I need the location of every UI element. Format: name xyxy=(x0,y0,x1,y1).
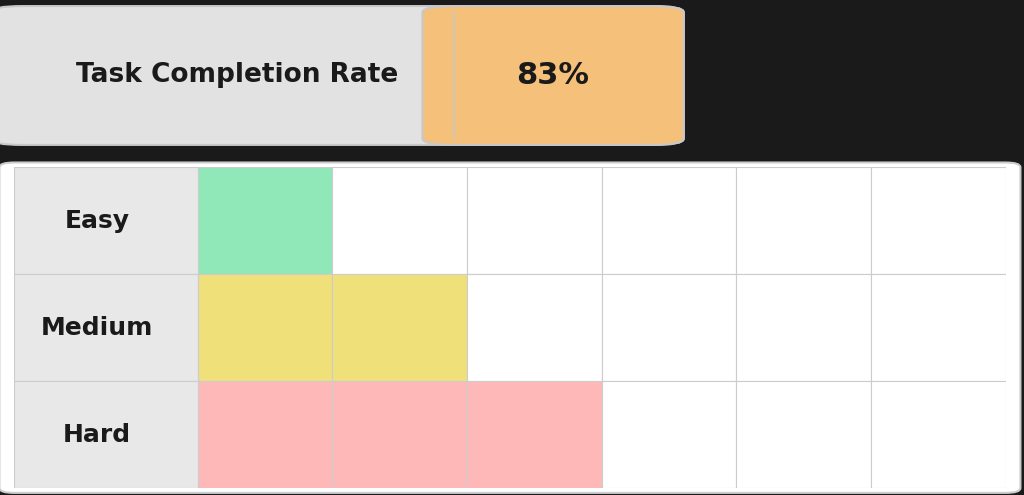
Bar xyxy=(871,274,1006,381)
Text: Task Completion Rate: Task Completion Rate xyxy=(76,62,397,89)
Bar xyxy=(467,167,602,274)
Bar xyxy=(602,274,736,381)
Bar xyxy=(14,381,198,488)
Text: Easy: Easy xyxy=(65,209,129,233)
Bar xyxy=(14,167,198,274)
Bar xyxy=(736,167,871,274)
Bar xyxy=(736,381,871,488)
Bar xyxy=(14,274,198,381)
Text: Hard: Hard xyxy=(62,423,131,446)
FancyBboxPatch shape xyxy=(423,6,684,145)
Bar xyxy=(333,167,467,274)
Bar xyxy=(467,274,602,381)
FancyBboxPatch shape xyxy=(0,162,1021,493)
FancyBboxPatch shape xyxy=(0,6,684,145)
Bar xyxy=(467,381,602,488)
Bar xyxy=(198,167,333,274)
Bar xyxy=(602,381,736,488)
Text: 83%: 83% xyxy=(516,61,590,90)
Bar xyxy=(333,274,467,381)
Bar xyxy=(454,14,498,137)
Bar xyxy=(198,381,333,488)
Bar xyxy=(198,274,333,381)
Text: Medium: Medium xyxy=(41,316,153,340)
Bar xyxy=(602,167,736,274)
Bar xyxy=(333,381,467,488)
Bar xyxy=(871,167,1006,274)
Bar xyxy=(736,274,871,381)
Bar xyxy=(871,381,1006,488)
